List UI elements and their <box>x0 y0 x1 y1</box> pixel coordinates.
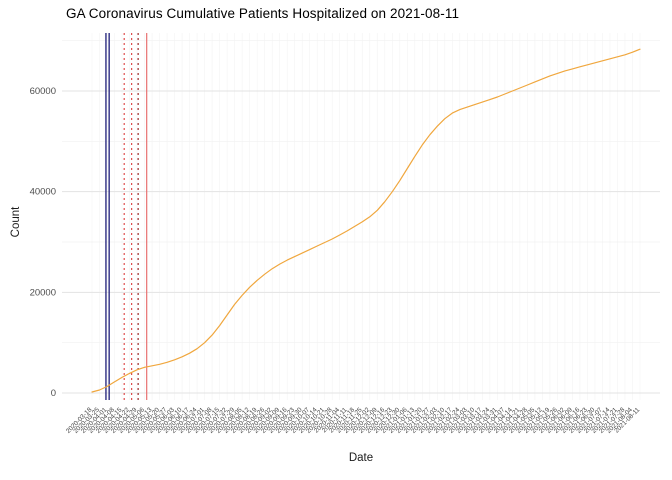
data-line <box>91 48 641 393</box>
y-axis-title: Count <box>10 206 22 238</box>
y-minor-gridlines <box>62 40 660 344</box>
y-tick-label: 60000 <box>30 86 56 97</box>
event-vlines <box>105 33 148 400</box>
y-tick-labels: 0 20000 40000 60000 <box>30 86 56 399</box>
x-axis-title: Date <box>348 452 374 464</box>
y-major-gridlines <box>62 90 660 394</box>
y-tick-label: 0 <box>51 388 56 399</box>
chart-title: GA Coronavirus Cumulative Patients Hospi… <box>66 6 460 21</box>
y-tick-label: 40000 <box>30 187 56 198</box>
x-tick-labels: 2020-03-182020-03-252020-04-012020-04-08… <box>65 406 642 435</box>
y-tick-label: 20000 <box>30 287 56 298</box>
x-gridlines <box>91 33 641 400</box>
